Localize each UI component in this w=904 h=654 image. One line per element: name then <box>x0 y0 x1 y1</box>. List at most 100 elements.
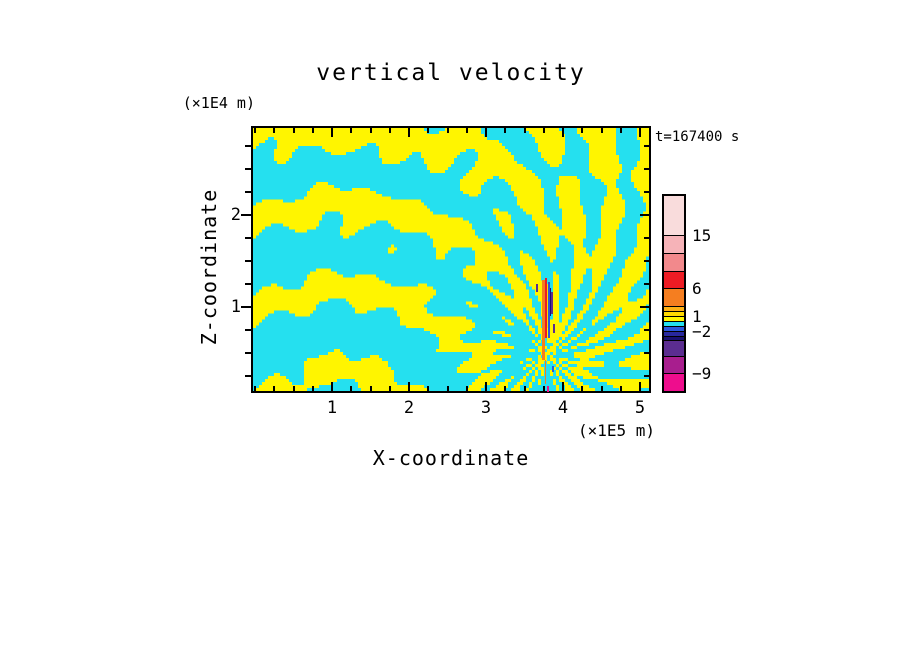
plume-strip <box>545 360 546 384</box>
x-tick-top <box>446 128 449 133</box>
x-tick-bottom <box>292 386 295 391</box>
colorbar-segment <box>664 340 684 356</box>
y-tick-left <box>245 283 251 285</box>
x-tick-bottom <box>446 386 449 391</box>
x-tick-bottom <box>485 382 487 391</box>
x-tick-top <box>600 128 603 133</box>
y-tick-left <box>245 375 251 377</box>
plume-strip <box>547 386 549 392</box>
x-tick-top <box>485 128 487 137</box>
y-tick-right <box>644 283 649 285</box>
x-tick-bottom <box>523 386 526 391</box>
y-tick-left <box>245 352 251 354</box>
x-tick-top <box>504 128 507 133</box>
y-tick-left <box>245 191 251 193</box>
x-tick-top <box>369 128 372 133</box>
plot-area <box>241 128 649 392</box>
plume-strip <box>547 284 548 328</box>
colorbar-tick-label: −9 <box>692 364 712 383</box>
x-tick-bottom <box>542 386 545 391</box>
plume-strip <box>536 284 538 292</box>
x-tick-bottom <box>427 386 430 391</box>
y-tick-left <box>241 214 251 216</box>
x-tick-label: 4 <box>557 398 569 418</box>
colorbar-segment <box>664 336 684 340</box>
colorbar-segment <box>664 235 684 253</box>
plot-frame <box>241 126 651 393</box>
x-tick-bottom <box>562 382 564 391</box>
y-tick-right <box>644 237 649 239</box>
plume-strip <box>553 324 555 333</box>
x-tick-top <box>273 128 276 133</box>
x-tick-top <box>350 128 353 133</box>
x-tick-top <box>581 128 584 133</box>
colorbar-segment <box>664 356 684 373</box>
colorbar-segment <box>664 321 684 326</box>
x-tick-top <box>639 128 641 137</box>
y-axis-title: Z-coordinate <box>197 188 221 346</box>
plume-strip <box>551 292 553 314</box>
y-tick-right <box>644 168 649 170</box>
plume-strip <box>545 278 547 338</box>
x-tick-bottom <box>273 386 276 391</box>
x-tick-label: 1 <box>326 398 338 418</box>
y-tick-left <box>241 306 251 308</box>
y-tick-left <box>245 237 251 239</box>
y-tick-left <box>245 260 251 262</box>
x-tick-top <box>427 128 430 133</box>
y-tick-left <box>245 168 251 170</box>
y-tick-right <box>644 191 649 193</box>
x-tick-top <box>292 128 295 133</box>
y-tick-right <box>644 260 649 262</box>
y-tick-right <box>640 306 649 308</box>
x-tick-top <box>331 128 333 137</box>
colorbar-segment <box>664 316 684 321</box>
x-tick-bottom <box>388 386 391 391</box>
x-tick-top <box>619 128 622 133</box>
x-tick-top <box>465 128 468 133</box>
plume-strip <box>550 288 551 316</box>
y-tick-right <box>644 352 649 354</box>
colorbar-segment <box>664 288 684 306</box>
colorbar-segment <box>664 331 684 336</box>
y-tick-left <box>245 329 251 331</box>
x-tick-bottom <box>465 386 468 391</box>
x-tick-bottom <box>311 386 314 391</box>
x-tick-bottom <box>331 382 333 391</box>
heatmap-canvas <box>253 128 649 391</box>
x-axis-unit-label: (×1E5 m) <box>577 421 655 440</box>
colorbar-tick-label: 1 <box>692 307 702 326</box>
x-tick-bottom <box>350 386 353 391</box>
x-tick-bottom <box>600 386 603 391</box>
colorbar-segment <box>664 326 684 331</box>
x-tick-top <box>408 128 410 137</box>
chart-title: vertical velocity <box>316 60 586 86</box>
x-tick-bottom <box>619 386 622 391</box>
colorbar-segment <box>664 196 684 235</box>
time-annotation: t=167400 s <box>655 129 740 145</box>
y-tick-right <box>644 145 649 147</box>
x-tick-bottom <box>369 386 372 391</box>
x-tick-label: 3 <box>480 398 492 418</box>
colorbar <box>662 194 686 393</box>
y-tick-right <box>644 375 649 377</box>
y-tick-right <box>644 329 649 331</box>
colorbar-tick-label: 15 <box>692 226 712 245</box>
x-tick-bottom <box>639 382 641 391</box>
colorbar-tick-label: −2 <box>692 322 712 341</box>
colorbar-tick-label: 6 <box>692 279 702 298</box>
colorbar-segment <box>664 311 684 316</box>
y-tick-right <box>640 214 649 216</box>
plume-strip <box>548 282 550 338</box>
x-tick-bottom <box>581 386 584 391</box>
plume-strip <box>542 280 545 360</box>
colorbar-segment <box>664 253 684 271</box>
y-axis-unit-label: (×1E4 m) <box>182 94 255 112</box>
plume-strip <box>552 366 554 372</box>
y-tick-label: 1 <box>230 297 241 317</box>
y-tick-label: 2 <box>230 205 241 225</box>
y-tick-left <box>245 145 251 147</box>
x-tick-label: 2 <box>403 398 415 418</box>
x-tick-bottom <box>504 386 507 391</box>
